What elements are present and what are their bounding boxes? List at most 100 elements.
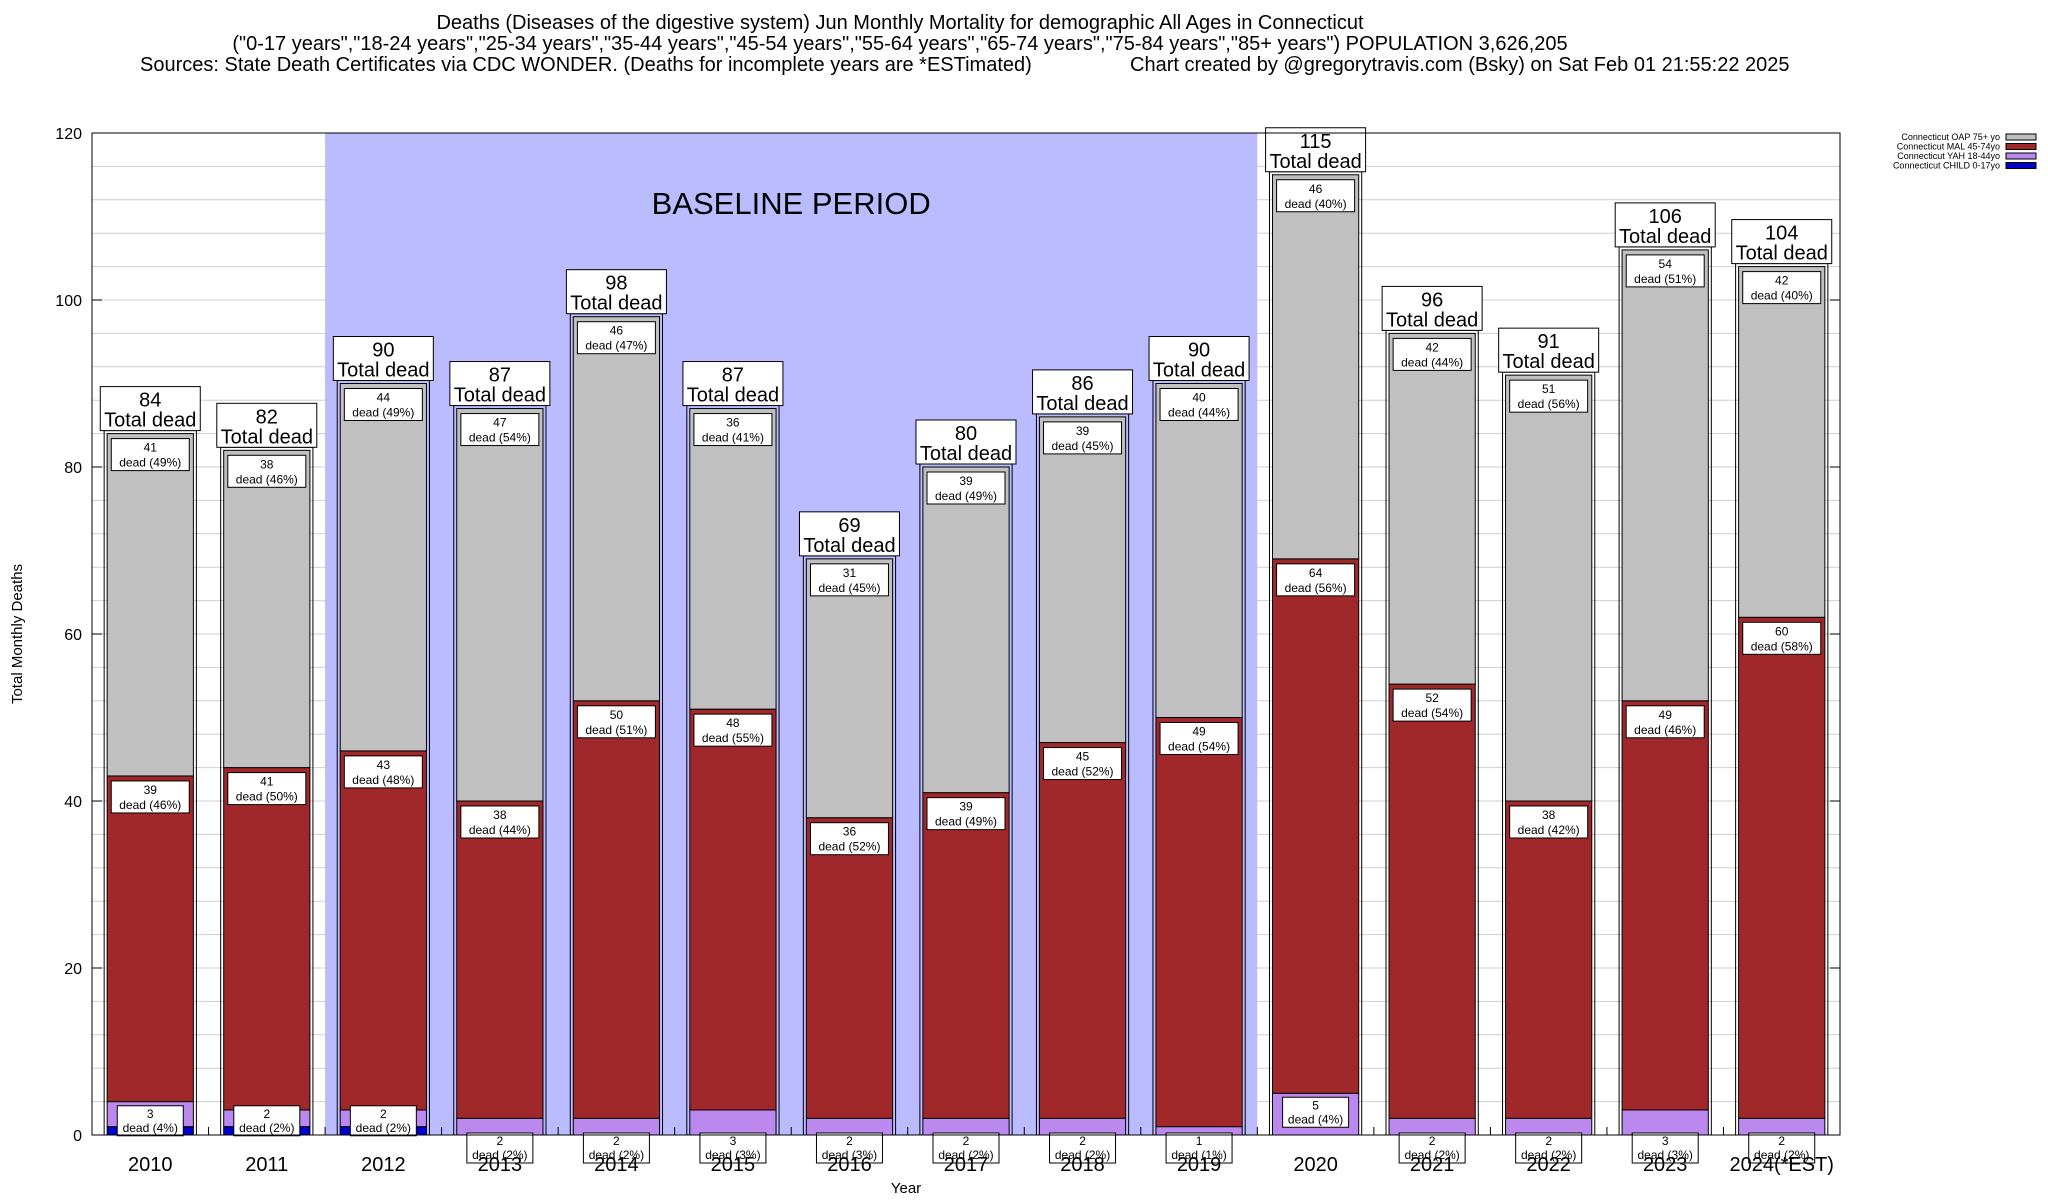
mal-label-pct: dead (58%) bbox=[1751, 639, 1813, 653]
yah-label-pct: dead (2%) bbox=[938, 1148, 993, 1162]
oap-label-value: 36 bbox=[726, 416, 740, 430]
mal-label-pct: dead (46%) bbox=[119, 798, 181, 812]
legend-label: Connecticut OAP 75+ yo bbox=[1901, 132, 2000, 142]
bar-stack-2014 bbox=[569, 313, 664, 1136]
oap-label-box bbox=[1159, 388, 1239, 421]
yah-label-pct: dead (2%) bbox=[1404, 1148, 1459, 1162]
bar-segment bbox=[1388, 332, 1476, 685]
mal-label-pct: dead (42%) bbox=[1518, 823, 1580, 837]
total-label-box bbox=[682, 361, 784, 407]
mal-label-value: 49 bbox=[1192, 725, 1206, 739]
bar-segment bbox=[689, 408, 777, 710]
total-label-text: Total dead bbox=[1386, 309, 1478, 331]
x-tick-label: 2024(*EST) bbox=[1729, 1154, 1834, 1176]
oap-label-value: 38 bbox=[260, 457, 274, 471]
bar-segment bbox=[1155, 383, 1243, 718]
bar-segment bbox=[1738, 266, 1826, 618]
total-label-box bbox=[1731, 219, 1833, 265]
bar-segment bbox=[1505, 374, 1593, 802]
oap-label-pct: dead (47%) bbox=[585, 339, 647, 353]
total-label-text: Total dead bbox=[803, 535, 895, 557]
bar-segment bbox=[689, 708, 777, 1111]
oap-label-box bbox=[1742, 271, 1822, 305]
total-label-text: Total dead bbox=[1036, 393, 1128, 415]
chart-subtitle: ("0-17 years","18-24 years","25-34 years… bbox=[232, 33, 1568, 55]
total-label-value: 106 bbox=[1649, 206, 1682, 228]
total-label-value: 98 bbox=[605, 273, 627, 295]
x-tick-label: 2011 bbox=[245, 1154, 288, 1176]
oap-label-box bbox=[460, 413, 540, 447]
oap-label-value: 40 bbox=[1192, 391, 1206, 405]
yah-label-value: 2 bbox=[1429, 1134, 1436, 1148]
total-label-box bbox=[565, 269, 667, 315]
yah-label-box bbox=[1631, 1132, 1699, 1164]
x-tick-label: 2019 bbox=[1177, 1154, 1222, 1176]
mal-label-box bbox=[1392, 688, 1472, 722]
total-label-value: 96 bbox=[1421, 289, 1443, 311]
x-tick-label: 2022 bbox=[1526, 1154, 1571, 1176]
bar-segment bbox=[1505, 800, 1593, 1119]
mal-label-box bbox=[1159, 722, 1239, 755]
total-label-box bbox=[332, 336, 434, 381]
yah-label-box bbox=[466, 1132, 534, 1164]
mal-label-value: 52 bbox=[1425, 691, 1439, 705]
mal-label-pct: dead (50%) bbox=[236, 790, 298, 804]
mal-label-pct: dead (46%) bbox=[1634, 723, 1696, 737]
yah-label-pct: dead (4%) bbox=[123, 1121, 178, 1135]
yah-label-box bbox=[1049, 1132, 1117, 1164]
yah-label-pct: dead (2%) bbox=[472, 1148, 527, 1162]
total-label-text: Total dead bbox=[104, 410, 196, 432]
x-axis-label: Year bbox=[891, 1180, 921, 1197]
chart-title: Deaths (Diseases of the digestive system… bbox=[436, 12, 1364, 34]
mal-label-value: 39 bbox=[144, 783, 158, 797]
yah-label-value: 2 bbox=[380, 1107, 387, 1121]
yah-label-box bbox=[1165, 1132, 1233, 1164]
oap-label-box bbox=[227, 454, 307, 488]
total-label-value: 90 bbox=[372, 340, 394, 362]
yah-label-value: 2 bbox=[497, 1134, 504, 1148]
legend-label: Connecticut MAL 45-74yo bbox=[1897, 142, 2000, 152]
oap-label-box bbox=[576, 321, 656, 355]
bar-stack-2016 bbox=[802, 555, 897, 1136]
yah-label-value: 2 bbox=[263, 1107, 270, 1121]
oap-label-pct: dead (49%) bbox=[935, 489, 997, 503]
yah-label-pct: dead (2%) bbox=[1754, 1148, 1809, 1162]
mal-label-pct: dead (51%) bbox=[585, 723, 647, 737]
total-label-text: Total dead bbox=[687, 385, 779, 407]
bar-segment bbox=[922, 1117, 1010, 1136]
mal-label-value: 48 bbox=[726, 716, 740, 730]
total-label-text: Total dead bbox=[1503, 351, 1595, 373]
total-label-box bbox=[798, 511, 900, 557]
mal-label-box bbox=[1276, 563, 1356, 597]
axes: 2010 2011 2012 2013 2014 2015 2016 2017 2018 2019… bbox=[9, 126, 1841, 1197]
yah-label-box bbox=[349, 1105, 417, 1137]
legend-label: Connecticut CHILD 0-17yo bbox=[1893, 161, 2000, 171]
total-label-value: 80 bbox=[955, 423, 977, 445]
bar-segment bbox=[805, 817, 894, 1119]
total-label-box bbox=[449, 361, 551, 407]
oap-label-pct: dead (45%) bbox=[1052, 439, 1114, 453]
bar-segment bbox=[572, 700, 661, 1119]
yah-label-box bbox=[582, 1132, 650, 1164]
oap-label-box bbox=[809, 563, 889, 597]
yah-label-box bbox=[699, 1132, 767, 1164]
bar-stack-2023 bbox=[1618, 246, 1712, 1136]
bar-segment bbox=[223, 449, 311, 769]
mal-label-value: 50 bbox=[610, 708, 624, 722]
oap-label-value: 42 bbox=[1425, 340, 1439, 354]
yah-label-value: 3 bbox=[147, 1107, 154, 1121]
total-label-value: 84 bbox=[139, 390, 161, 412]
mal-label-pct: dead (54%) bbox=[1168, 740, 1230, 754]
bar-stack-2024(*EST) bbox=[1735, 263, 1829, 1136]
oap-label-pct: dead (44%) bbox=[1168, 406, 1230, 420]
y-tick-label: 80 bbox=[64, 460, 82, 477]
y-tick-label: 120 bbox=[55, 126, 82, 143]
bar-segment bbox=[456, 800, 544, 1119]
legend-swatch bbox=[2005, 143, 2037, 150]
